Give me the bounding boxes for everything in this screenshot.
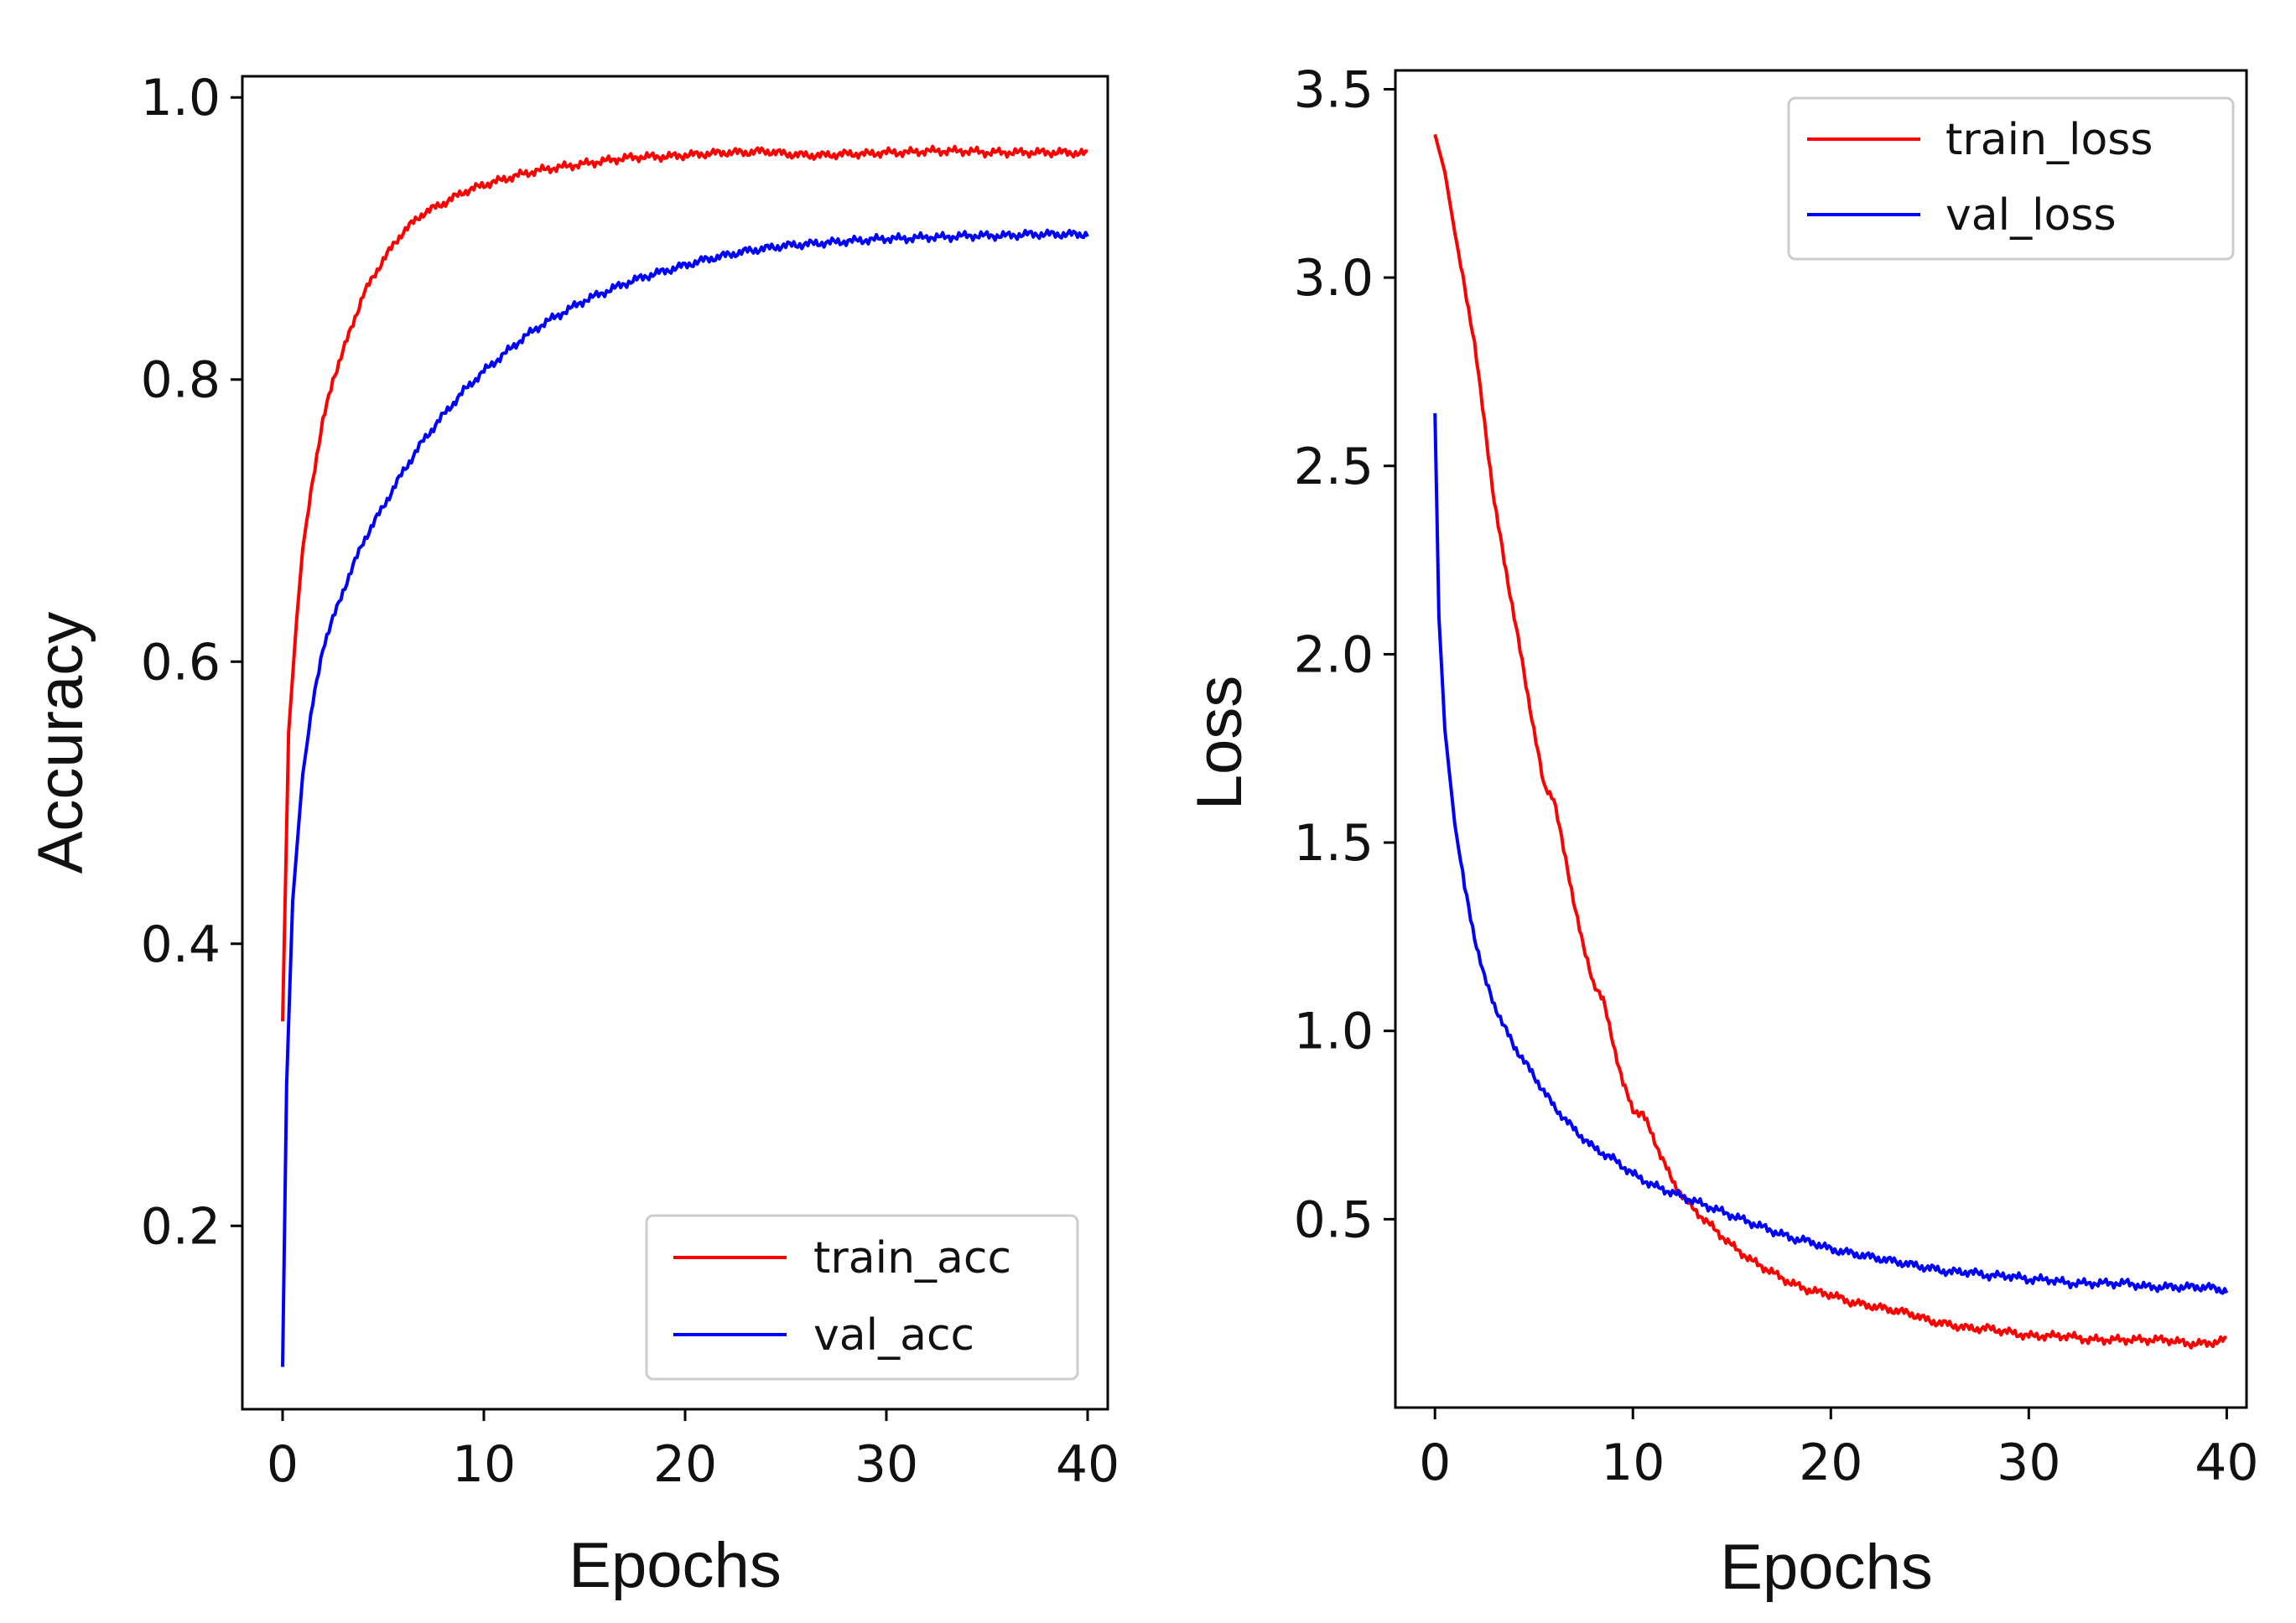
accuracy-x-tick-label: 30 [855, 1435, 918, 1494]
loss-y-tick-label: 3.0 [1294, 249, 1374, 308]
accuracy-y-tick-label: 0.2 [141, 1197, 221, 1256]
accuracy-x-tick-label: 0 [267, 1435, 299, 1494]
loss-y-tick-label: 1.5 [1294, 814, 1374, 873]
series-val-acc-line [281, 228, 1089, 1367]
loss-y-tick-label: 1.0 [1294, 1003, 1374, 1061]
loss-y-tick-label: 3.5 [1294, 60, 1374, 119]
loss-x-tick-label: 40 [2195, 1434, 2258, 1492]
accuracy-y-tick-label: 0.8 [141, 351, 221, 410]
loss-x-tick-label: 30 [1997, 1434, 2060, 1492]
legend-train-acc-label: train_acc [813, 1233, 1011, 1283]
loss-chart: 0 10 20 30 40 0.5 1.0 1.5 2.0 2.5 3.0 3.5 Epochs Lo… [1184, 60, 2259, 1603]
accuracy-x-axis-label: Epochs [569, 1530, 782, 1601]
loss-y-tick-label: 2.5 [1294, 438, 1374, 496]
loss-x-tick-label: 10 [1601, 1434, 1665, 1492]
accuracy-y-tick-label: 1.0 [141, 69, 221, 127]
legend-train-loss-label: train_loss [1945, 115, 2153, 165]
series-train-loss-line [1433, 133, 2227, 1350]
loss-x-tick-label: 0 [1419, 1434, 1451, 1492]
loss-y-axis-label: Loss [1184, 676, 1255, 811]
accuracy-chart: 0 10 20 30 40 0.2 0.4 0.6 0.8 1.0 Epochs Accuracy… [25, 69, 1119, 1601]
accuracy-y-tick-label: 0.4 [141, 915, 221, 974]
legend-val-loss-label: val_loss [1945, 190, 2117, 241]
loss-y-tick-label: 0.5 [1294, 1190, 1374, 1249]
accuracy-y-tick-label: 0.6 [141, 633, 221, 692]
loss-x-tick-label: 20 [1799, 1434, 1862, 1492]
accuracy-y-axis-label: Accuracy [25, 612, 96, 874]
loss-plot-frame [1394, 69, 2248, 1409]
series-train-acc-line [281, 144, 1088, 1022]
accuracy-x-tick-label: 20 [653, 1435, 717, 1494]
loss-x-axis-label: Epochs [1720, 1532, 1933, 1603]
accuracy-x-tick-label: 10 [452, 1435, 516, 1494]
accuracy-x-tick-label: 40 [1056, 1435, 1119, 1494]
loss-legend: train_loss val_loss [1787, 96, 2235, 261]
legend-val-acc-label: val_acc [813, 1310, 974, 1361]
loss-y-tick-label: 2.0 [1294, 625, 1374, 684]
accuracy-legend: train_acc val_acc [645, 1214, 1079, 1381]
series-val-loss-line [1433, 412, 2229, 1295]
accuracy-plot-frame [241, 75, 1109, 1411]
